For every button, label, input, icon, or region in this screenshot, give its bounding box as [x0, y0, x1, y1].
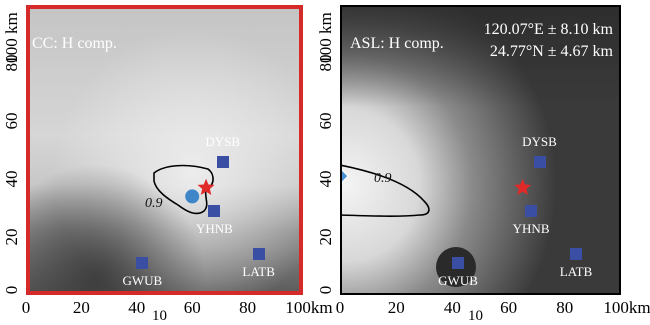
y-tick-label: 20	[2, 228, 21, 246]
station-label: LATB	[559, 264, 593, 280]
longitude-readout: 120.07°E ± 8.10 km	[483, 21, 613, 38]
x-tick-label: 40	[443, 298, 461, 317]
y-tick-label: 0	[316, 285, 335, 295]
station-label: DYSB	[205, 133, 240, 149]
latitude-readout: 24.77°N ± 4.67 km	[489, 43, 613, 60]
station-marker	[570, 248, 583, 261]
estimated-source-marker	[185, 189, 200, 204]
x-tick-label: 0	[21, 298, 31, 317]
contour-line	[153, 164, 214, 215]
station-label: YHNB	[195, 220, 233, 236]
asl-contour-label: 0.9	[374, 171, 392, 186]
station-marker	[252, 248, 265, 261]
station-marker	[533, 155, 546, 168]
station-label: GWUB	[438, 273, 478, 289]
y-tick-label: 100 km	[316, 12, 335, 64]
station-marker	[525, 204, 538, 217]
asl-panel-title: ASL: H comp.	[350, 35, 444, 52]
y-tick-label: 100 km	[2, 12, 21, 64]
x-tick-label: 60	[183, 298, 201, 317]
x-tick-label: 20	[72, 298, 90, 317]
x-tick-label: 40	[128, 298, 146, 317]
x-tick-label: 100km	[285, 298, 333, 317]
cc-panel-title: CC: H comp.	[32, 35, 117, 52]
asl-map-background	[340, 5, 621, 295]
stray-label-left: 10	[152, 308, 167, 324]
station-marker	[452, 257, 465, 270]
estimated-source-marker	[340, 167, 349, 185]
x-tick-label: 20	[387, 298, 405, 317]
stray-label-right: 10	[468, 308, 483, 324]
y-tick-label: 20	[316, 228, 335, 246]
cc-map-background	[26, 5, 303, 295]
station-label: GWUB	[122, 273, 163, 289]
station-label: YHNB	[512, 220, 550, 236]
epicenter-star	[197, 178, 215, 195]
y-tick-label: 0	[2, 285, 21, 295]
x-tick-label: 60	[500, 298, 518, 317]
station-label: DYSB	[522, 133, 557, 149]
station-marker	[136, 257, 149, 270]
contour-line	[340, 164, 430, 217]
epicenter-star	[514, 178, 532, 195]
x-tick-label: 80	[556, 298, 574, 317]
x-tick-label: 80	[239, 298, 257, 317]
y-tick-label: 60	[2, 112, 21, 130]
cc-map-panel: CC: H comp. 0.9 DYSB YHNB GWUB LATB	[26, 5, 303, 295]
cc-contour-label: 0.9	[145, 196, 163, 211]
asl-map-panel: ASL: H comp. 120.07°E ± 8.10 km 24.77°N …	[340, 5, 621, 295]
y-tick-label: 60	[316, 112, 335, 130]
station-marker	[216, 155, 229, 168]
station-marker	[208, 204, 221, 217]
y-tick-label: 40	[316, 170, 335, 188]
y-tick-label: 40	[2, 170, 21, 188]
x-tick-label: 0	[335, 298, 345, 317]
x-tick-label: 100km	[603, 298, 650, 317]
station-label: LATB	[242, 264, 275, 280]
